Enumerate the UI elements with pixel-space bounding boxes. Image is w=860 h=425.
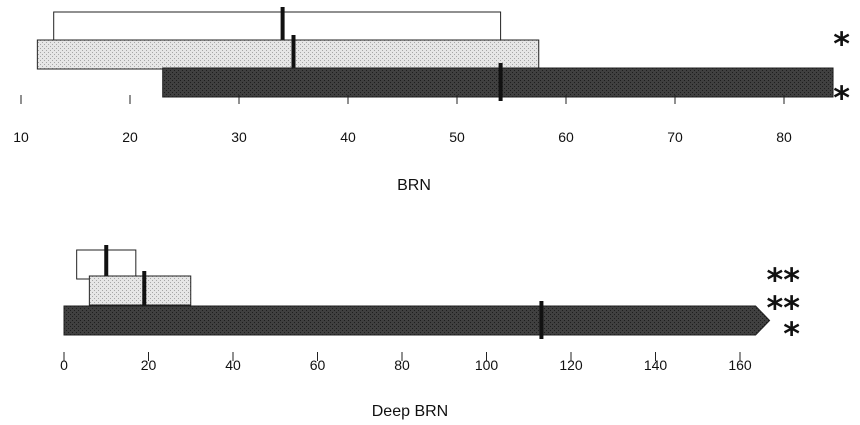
- tick-label: 100: [475, 357, 499, 373]
- tick-label: 10: [13, 129, 29, 145]
- tick-label: 70: [667, 129, 683, 145]
- x-axis-title: BRN: [397, 177, 431, 194]
- tick-label: 40: [225, 357, 241, 373]
- significance-marker: *: [833, 79, 850, 117]
- range-bar: [36, 39, 540, 70]
- range-bar: [53, 11, 502, 42]
- significance-marker: **: [767, 289, 801, 327]
- tick-label: 20: [122, 129, 138, 145]
- tick-label: 80: [776, 129, 792, 145]
- range-bar: [162, 67, 834, 98]
- x-axis-title: Deep BRN: [372, 403, 448, 420]
- tick-label: 50: [449, 129, 465, 145]
- tick-label: 60: [310, 357, 326, 373]
- significance-marker: *: [833, 25, 850, 63]
- tick-label: 160: [728, 357, 752, 373]
- tick-label: 30: [231, 129, 247, 145]
- range-bar: [63, 305, 771, 336]
- significance-marker: *: [783, 315, 800, 353]
- tick-label: 60: [558, 129, 574, 145]
- tick-label: 80: [394, 357, 410, 373]
- range-bar: [88, 275, 192, 306]
- tick-label: 0: [60, 357, 68, 373]
- tick-label: 40: [340, 129, 356, 145]
- tick-label: 140: [644, 357, 668, 373]
- brn-panel: * * 10 20 30 40 50 60 70 80 BRN: [13, 7, 850, 194]
- significance-marker: **: [767, 261, 801, 299]
- tick-label: 120: [559, 357, 583, 373]
- tick-label: 20: [141, 357, 157, 373]
